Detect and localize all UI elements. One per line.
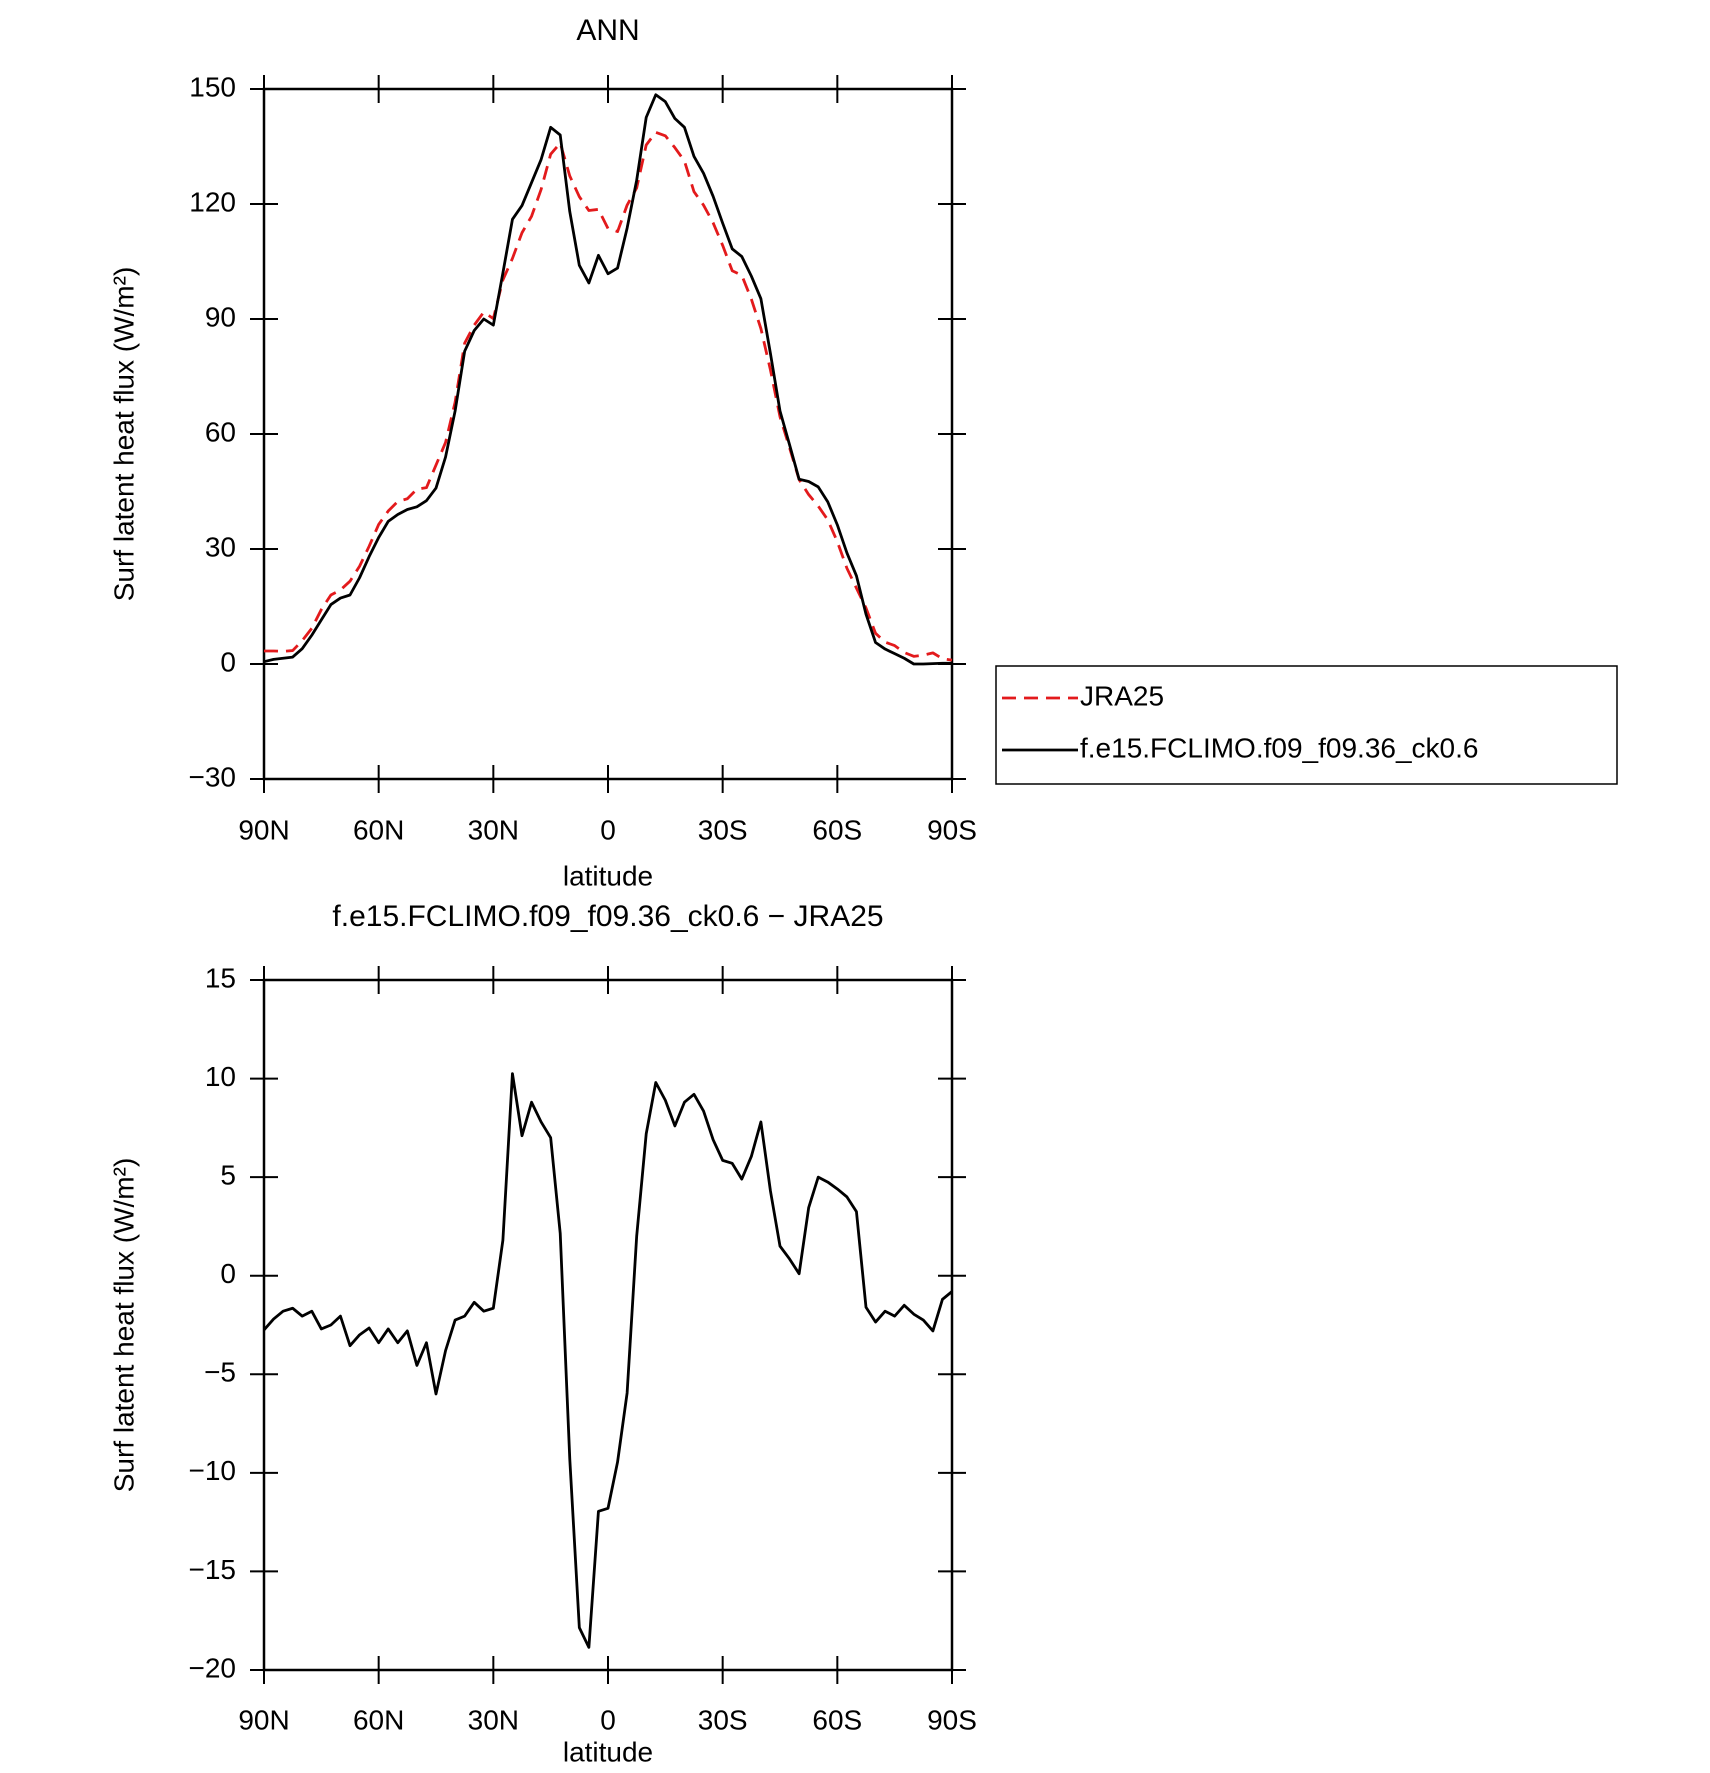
data-line [262, 1072, 953, 1649]
y-tick-label: 10 [205, 1061, 236, 1092]
y-tick-label: −30 [189, 761, 237, 792]
plot-frame [262, 978, 954, 1672]
y-tick-label: −15 [189, 1554, 237, 1585]
data-line [264, 130, 953, 662]
legend-label: f.e15.FCLIMO.f09_f09.36_ck0.6 [1080, 732, 1478, 763]
plot-frame [262, 87, 954, 781]
y-tick-label: −20 [189, 1652, 237, 1683]
legend-label: JRA25 [1080, 680, 1164, 711]
x-tick-label: 0 [600, 1704, 616, 1735]
x-tick-label: 0 [600, 814, 616, 845]
x-tick-label: 60S [812, 814, 862, 845]
y-tick-label: 120 [189, 186, 236, 217]
x-tick-label: 30S [698, 1704, 748, 1735]
legend: JRA25 f.e15.FCLIMO.f09_f09.36_ck0.6 [995, 665, 1618, 785]
chart-title: f.e15.FCLIMO.f09_f09.36_ck0.6 − JRA25 [332, 900, 883, 933]
x-axis-label: latitude [563, 1736, 653, 1767]
x-tick-label: 60N [353, 1704, 404, 1735]
x-tick-label: 90S [927, 1704, 977, 1735]
y-tick-label: 5 [220, 1160, 236, 1191]
x-tick-label: 30N [468, 814, 519, 845]
y-tick-label: −5 [204, 1357, 236, 1388]
y-tick-label: 30 [205, 531, 236, 562]
y-tick-label: 0 [220, 1258, 236, 1289]
x-tick-label: 30N [468, 1704, 519, 1735]
y-axis-label: Surf latent heat flux (W/m²) [108, 1158, 139, 1493]
legend-box [995, 665, 1618, 785]
y-tick-label: 90 [205, 301, 236, 332]
x-tick-label: 90S [927, 814, 977, 845]
y-tick-label: 60 [205, 416, 236, 447]
x-axis-label: latitude [563, 860, 653, 891]
x-tick-label: 60N [353, 814, 404, 845]
y-tick-label: 0 [220, 646, 236, 677]
y-tick-label: 15 [205, 962, 236, 993]
x-tick-label: 90N [238, 814, 289, 845]
y-tick-label: −10 [189, 1455, 237, 1486]
x-tick-label: 30S [698, 814, 748, 845]
x-tick-label: 90N [238, 1704, 289, 1735]
chart-title: ANN [576, 14, 639, 47]
data-line [263, 93, 952, 666]
y-axis-label: Surf latent heat flux (W/m²) [108, 267, 139, 602]
x-tick-label: 60S [812, 1704, 862, 1735]
y-tick-label: 150 [189, 71, 236, 102]
